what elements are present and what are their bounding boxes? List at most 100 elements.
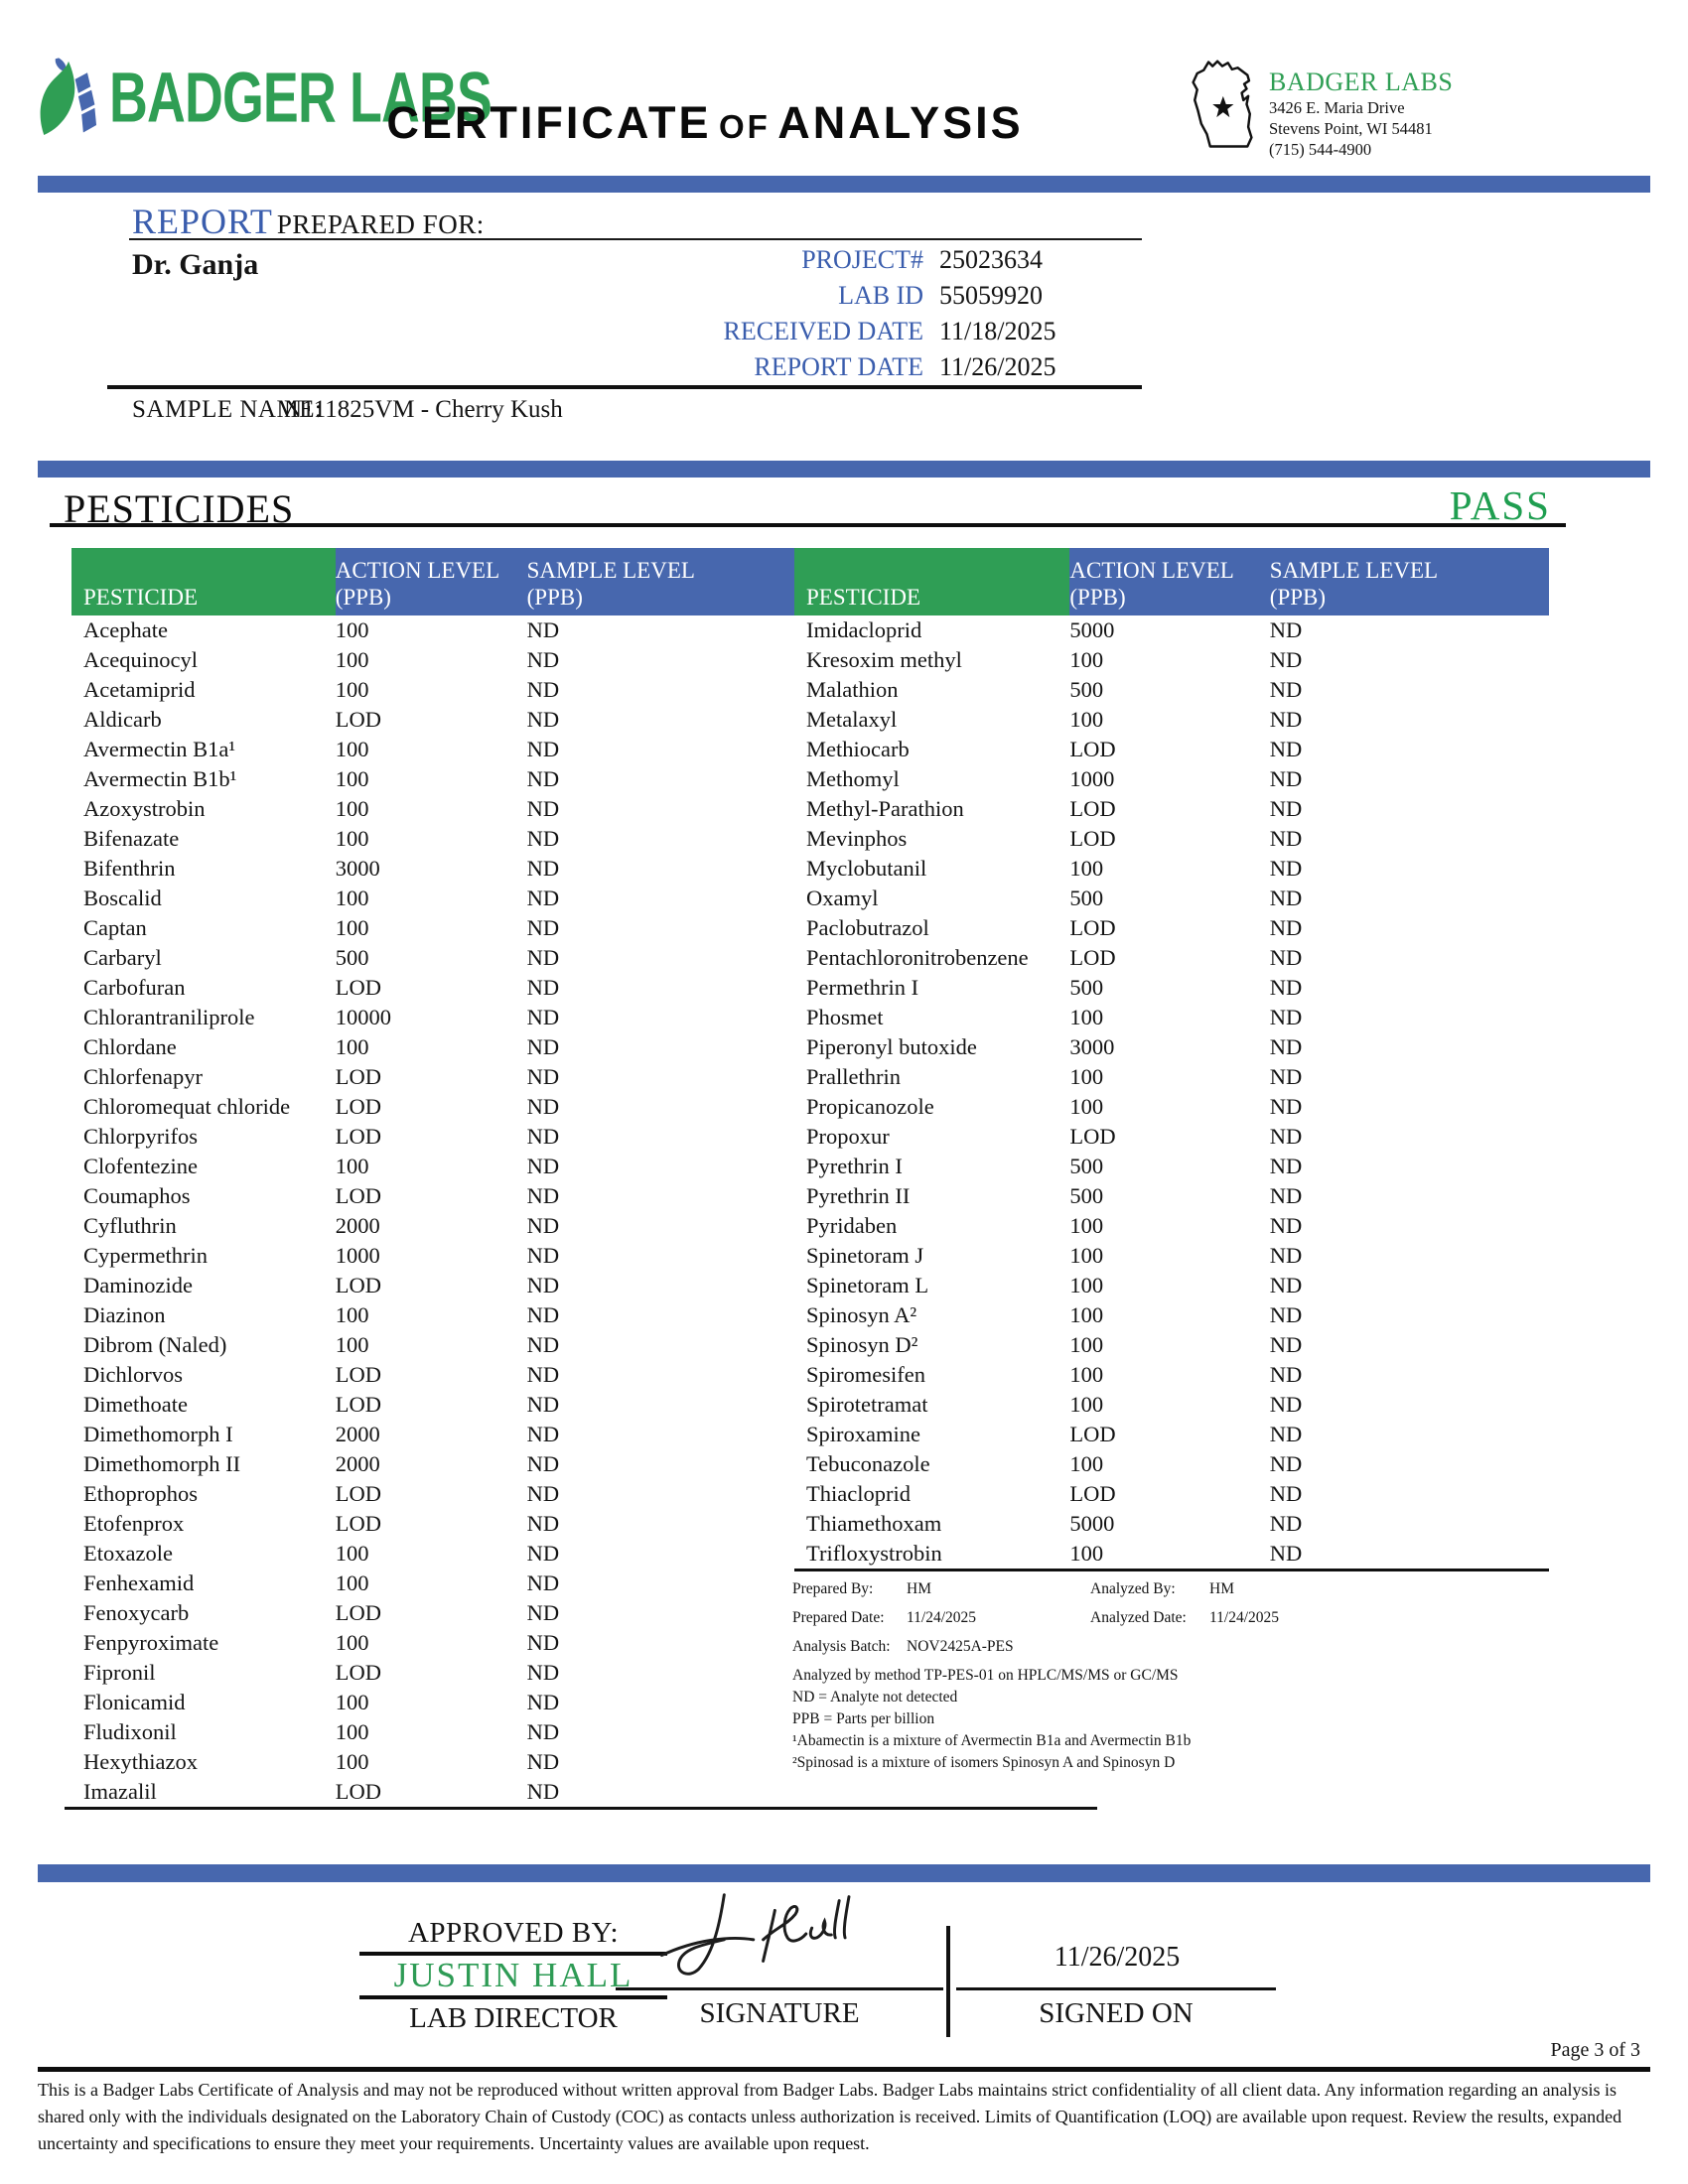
pesticide-name-cell: Etoxazole — [83, 1541, 173, 1566]
action-level-cell: 100 — [1069, 647, 1104, 672]
pesticide-name-cell: Tebuconazole — [806, 1451, 930, 1476]
sample-name-value: N111825VM - Cherry Kush — [284, 396, 563, 423]
note-line: Analyzed by method TP-PES-01 on HPLC/MS/… — [792, 1667, 1179, 1684]
sample-level-cell: ND — [1269, 1332, 1303, 1357]
sample-level-cell: ND — [1269, 1124, 1303, 1149]
table-row: Acetamiprid 100 ND — [71, 675, 794, 705]
client-name: Dr. Ganja — [132, 248, 259, 281]
report-date-row: REPORT DATE 11/26/2025 — [477, 349, 1117, 385]
sample-level-cell: ND — [526, 1719, 560, 1744]
action-level-cell: 500 — [1069, 677, 1104, 702]
table-row: Chlorpyrifos LOD ND — [71, 1122, 794, 1152]
sample-level-cell: ND — [526, 945, 560, 970]
table-row: Spiroxamine LOD ND — [794, 1420, 1549, 1449]
note-line: PPB = Parts per billion — [792, 1710, 935, 1727]
pesticide-name-cell: Carbofuran — [83, 975, 186, 1000]
page-number: Page 3 of 3 — [1550, 2039, 1640, 2061]
action-level-column-header: ACTION LEVEL (PPB) — [1069, 548, 1270, 615]
sample-level-cell: ND — [1269, 1243, 1303, 1268]
action-level-cell: 1000 — [1069, 766, 1115, 791]
action-level-cell: 100 — [335, 1749, 369, 1774]
pesticide-name-cell: Malathion — [806, 677, 899, 702]
action-level-cell: 3000 — [1069, 1034, 1115, 1059]
prepared-by-label: Prepared By: — [792, 1580, 874, 1597]
section-underline — [50, 523, 1566, 527]
pesticide-name-cell: Spinosyn A² — [806, 1302, 917, 1327]
project-number-row: PROJECT# 25023634 — [477, 242, 1117, 278]
pesticide-name-cell: Myclobutanil — [806, 856, 927, 881]
action-level-cell: LOD — [335, 1094, 381, 1119]
action-level-cell: 500 — [1069, 975, 1104, 1000]
sample-level-cell: ND — [1269, 796, 1303, 821]
action-level-cell: 500 — [1069, 886, 1104, 910]
lab-id-value: 55059920 — [939, 281, 1043, 310]
approval-vertical-divider — [946, 1926, 950, 2037]
action-level-cell: 100 — [335, 1719, 369, 1744]
sample-name-label: SAMPLE NAME: — [132, 396, 323, 423]
project-number-value: 25023634 — [939, 245, 1043, 274]
sample-level-cell: ND — [526, 1392, 560, 1417]
action-level-cell: 100 — [1069, 1362, 1104, 1387]
report-info-fields: PROJECT# 25023634 LAB ID 55059920 RECEIV… — [477, 242, 1117, 385]
table-row: Chlordane 100 ND — [71, 1032, 794, 1062]
prepared-date-row: Prepared Date: 11/24/2025 Analyzed Date:… — [792, 1603, 1535, 1632]
pesticide-name-cell: Cypermethrin — [83, 1243, 208, 1268]
pesticide-name-cell: Acetamiprid — [83, 677, 196, 702]
table-row: Spiromesifen 100 ND — [794, 1360, 1549, 1390]
sample-level-cell: ND — [1269, 1451, 1303, 1476]
signed-on-line — [956, 1987, 1276, 1990]
logo-wordmark: BADGER LABS — [109, 57, 492, 138]
pesticide-name-cell: Flonicamid — [83, 1690, 186, 1714]
table-row: Thiacloprid LOD ND — [794, 1479, 1549, 1509]
prepared-for-label: PREPARED FOR: — [276, 209, 485, 239]
pesticide-name-cell: Spirotetramat — [806, 1392, 928, 1417]
table-row: Dimethomorph II 2000 ND — [71, 1449, 794, 1479]
table-row: Diazinon 100 ND — [71, 1300, 794, 1330]
sample-level-cell: ND — [1269, 1422, 1303, 1446]
signature-image — [645, 1879, 943, 1991]
table-row: Acephate 100 ND — [71, 615, 794, 645]
pesticide-name-cell: Aldicarb — [83, 707, 162, 732]
table-row: Aldicarb LOD ND — [71, 705, 794, 735]
table-row: Chloromequat chloride LOD ND — [71, 1092, 794, 1122]
pesticide-name-cell: Piperonyl butoxide — [806, 1034, 977, 1059]
action-level-cell: 100 — [1069, 1213, 1104, 1238]
note-line: ¹Abamectin is a mixture of Avermectin B1… — [792, 1732, 1192, 1749]
action-level-cell: LOD — [335, 1183, 381, 1208]
sample-level-cell: ND — [1269, 1094, 1303, 1119]
action-level-cell: LOD — [1069, 796, 1116, 821]
section-divider-bar — [38, 461, 1650, 478]
pesticide-name-cell: Thiamethoxam — [806, 1511, 942, 1536]
signed-on-date: 11/26/2025 — [1054, 1942, 1181, 1973]
sample-level-cell: ND — [526, 1570, 560, 1595]
table-row: Phosmet 100 ND — [794, 1003, 1549, 1032]
pesticide-name-cell: Dimethomorph I — [83, 1422, 233, 1446]
sample-level-cell: ND — [526, 1302, 560, 1327]
approval-rule — [359, 1952, 667, 1956]
sample-level-cell: ND — [526, 1511, 560, 1536]
sample-level-cell: ND — [526, 1600, 560, 1625]
action-level-cell: 100 — [1069, 1392, 1104, 1417]
table-row: Fipronil LOD ND — [71, 1658, 794, 1688]
pesticide-table-left: PESTICIDE ACTION LEVEL (PPB) SAMPLE LEVE… — [71, 548, 794, 1807]
table-row: Fludixonil 100 ND — [71, 1717, 794, 1747]
sample-level-cell: ND — [1269, 737, 1303, 761]
sample-level-cell: ND — [526, 1630, 560, 1655]
action-level-cell: 100 — [335, 886, 369, 910]
table-row: Oxamyl 500 ND — [794, 884, 1549, 913]
pesticide-table-right-body: Imidacloprid 5000 ND Kresoxim methyl 100 ND Ma… — [794, 615, 1549, 1571]
action-level-cell: LOD — [335, 1511, 381, 1536]
prepared-date-label: Prepared Date: — [792, 1609, 885, 1626]
pass-status-badge: PASS — [1449, 482, 1551, 528]
sample-level-cell: ND — [526, 1213, 560, 1238]
table-row: Hexythiazox 100 ND — [71, 1747, 794, 1777]
sample-level-cell: ND — [526, 1005, 560, 1029]
table-row: Methiocarb LOD ND — [794, 735, 1549, 764]
report-divider-line — [129, 238, 1142, 240]
sample-level-cell: ND — [526, 1064, 560, 1089]
pesticide-name-cell: Spinetoram L — [806, 1273, 929, 1297]
action-level-cell: 100 — [1069, 1541, 1104, 1566]
pesticide-name-cell: Diazinon — [83, 1302, 166, 1327]
sample-level-cell: ND — [1269, 1154, 1303, 1178]
action-level-cell: 5000 — [1069, 1511, 1115, 1536]
